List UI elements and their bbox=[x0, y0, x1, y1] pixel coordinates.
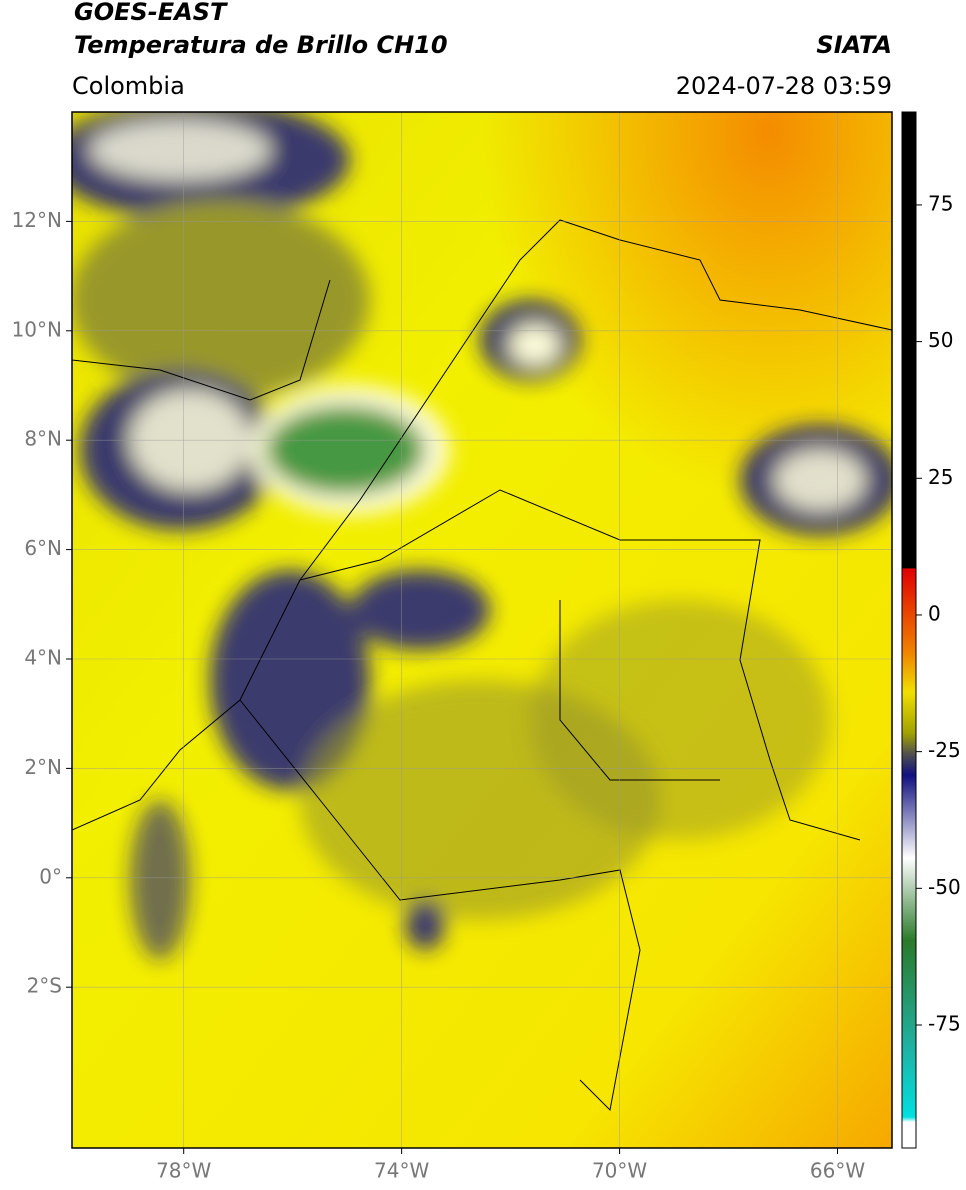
x-tick-label: 66°W bbox=[810, 1159, 865, 1183]
title: GOES-EAST bbox=[74, 0, 228, 26]
colorbar-tick-label: 0 bbox=[928, 601, 941, 625]
y-tick-label: 8°N bbox=[24, 427, 62, 451]
map-frame bbox=[71, 111, 893, 1149]
x-tick-label: 78°W bbox=[156, 1159, 211, 1183]
region: Colombia bbox=[72, 72, 185, 100]
satellite-image bbox=[72, 112, 892, 1148]
colorbar-tick-label: 25 bbox=[928, 465, 953, 489]
y-tick-label: 6°N bbox=[24, 536, 62, 560]
colorbar bbox=[901, 111, 917, 1149]
y-tick-label: 4°N bbox=[24, 645, 62, 669]
source: SIATA bbox=[816, 31, 892, 59]
colorbar-tick-label: -75 bbox=[928, 1011, 961, 1035]
subtitle: Temperatura de Brillo CH10 bbox=[74, 31, 448, 59]
y-tick-label: 10°N bbox=[12, 317, 62, 341]
x-tick-label: 70°W bbox=[592, 1159, 647, 1183]
y-tick-label: 12°N bbox=[12, 208, 62, 232]
colorbar-tick-label: 50 bbox=[928, 328, 953, 352]
x-tick-label: 74°W bbox=[374, 1159, 429, 1183]
y-tick-label: 2°S bbox=[27, 974, 62, 998]
datetime: 2024-07-28 03:59 bbox=[676, 72, 892, 100]
y-tick-label: 0° bbox=[39, 864, 62, 888]
colorbar-tick-label: -25 bbox=[928, 738, 961, 762]
y-tick-label: 2°N bbox=[24, 755, 62, 779]
borders bbox=[72, 219, 892, 1112]
colorbar-tick-label: 75 bbox=[928, 191, 953, 215]
colorbar-tick-label: -50 bbox=[928, 875, 961, 899]
